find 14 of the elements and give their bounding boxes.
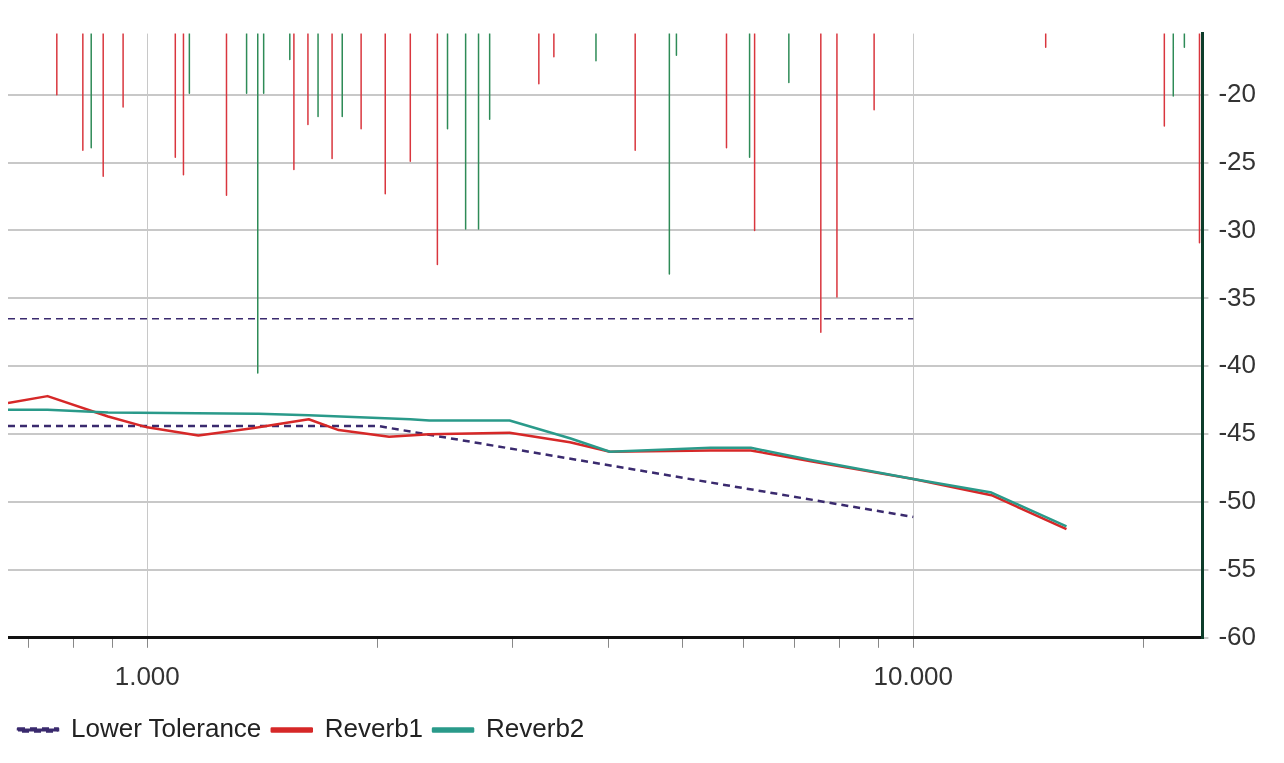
x-tick-label: 10.000: [873, 660, 954, 691]
y-tick-label: -20: [1218, 77, 1256, 108]
x-tick-label: 1.000: [114, 660, 180, 691]
y-tick-label: -45: [1218, 417, 1256, 448]
y-tick-label: -50: [1218, 485, 1256, 516]
legend-label: Reverb2: [486, 713, 585, 744]
legend-label: Reverb1: [324, 713, 424, 744]
y-tick-label: -25: [1218, 145, 1256, 176]
legend-label: Lower Tolerance: [71, 713, 262, 744]
y-tick-label: -55: [1218, 553, 1256, 584]
y-tick-label: -35: [1218, 281, 1256, 312]
y-tick-label: -30: [1218, 213, 1256, 244]
y-tick-label: -40: [1218, 349, 1256, 380]
y-tick-label: -60: [1218, 620, 1256, 651]
